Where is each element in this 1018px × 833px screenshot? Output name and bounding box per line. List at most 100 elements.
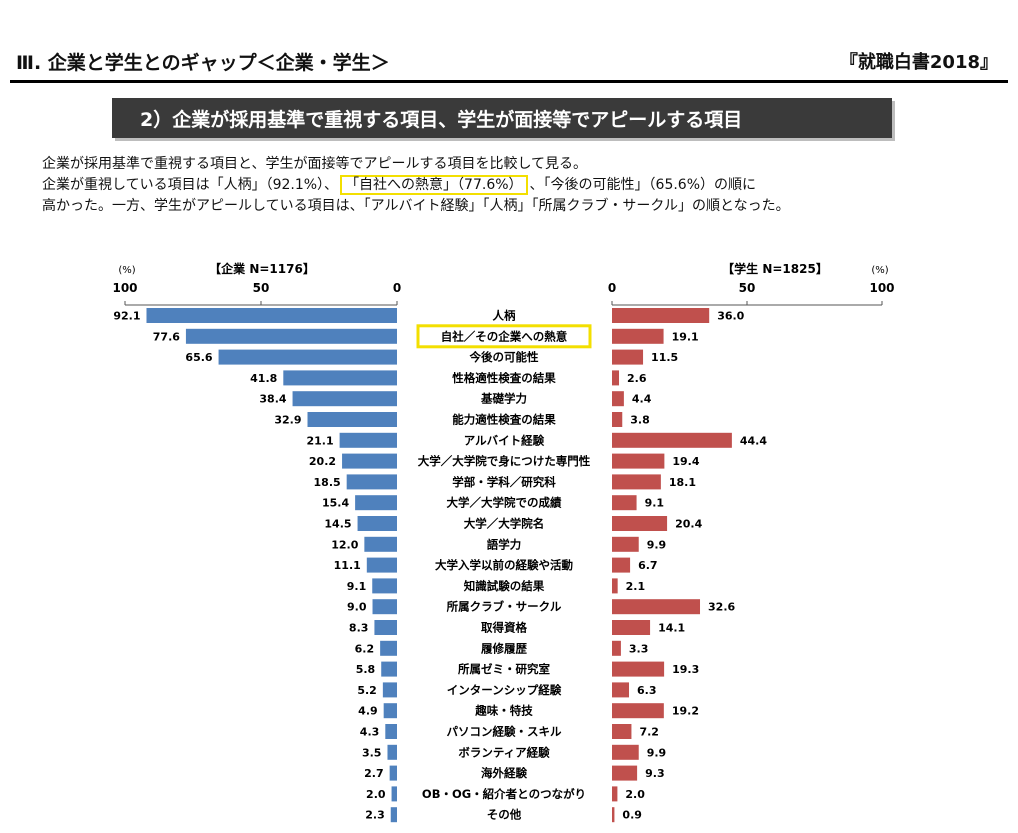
company-value-label: 4.9 <box>358 705 378 718</box>
student-value-label: 6.3 <box>637 684 657 697</box>
category-label: 所属ゼミ・研究室 <box>458 662 550 676</box>
company-value-label: 5.2 <box>357 684 377 697</box>
company-value-label: 12.0 <box>331 538 358 551</box>
category-label: 取得資格 <box>481 621 527 635</box>
section-title: Ⅲ. 企業と学生とのギャップ＜企業・学生＞ <box>16 52 390 74</box>
student-value-label: 0.9 <box>622 809 642 822</box>
student-bar <box>612 370 620 386</box>
company-value-label: 9.0 <box>347 601 367 614</box>
company-bar <box>374 620 397 635</box>
student-value-label: 20.4 <box>675 518 702 531</box>
student-bar <box>612 557 631 573</box>
student-bar <box>612 640 621 656</box>
student-bar <box>612 453 665 469</box>
company-value-label: 11.1 <box>334 559 361 572</box>
student-value-label: 6.7 <box>638 559 658 572</box>
student-value-label: 9.9 <box>647 746 667 759</box>
company-bar <box>391 786 397 802</box>
company-bar <box>382 682 397 698</box>
company-value-label: 21.1 <box>306 434 333 447</box>
company-value-label: 41.8 <box>250 372 277 385</box>
student-bar <box>612 682 630 698</box>
company-value-label: 8.3 <box>349 622 369 635</box>
category-label: 大学入学以前の経験や活動 <box>435 558 573 572</box>
company-bar <box>385 724 397 739</box>
company-value-label: 2.3 <box>365 809 385 822</box>
student-bar <box>612 724 632 739</box>
right-unit-label: (%) <box>871 265 888 276</box>
category-label: 語学力 <box>487 537 522 551</box>
student-bar <box>612 349 644 365</box>
company-value-label: 5.8 <box>356 663 376 676</box>
company-bar <box>218 349 397 365</box>
company-value-label: 3.5 <box>362 746 382 759</box>
company-bar <box>366 557 397 573</box>
right-tick-label: 50 <box>739 281 756 295</box>
company-value-label: 4.3 <box>360 726 380 739</box>
student-bar <box>612 328 664 344</box>
student-value-label: 14.1 <box>658 622 685 635</box>
student-value-label: 9.9 <box>647 538 667 551</box>
student-bar <box>612 495 637 511</box>
company-value-label: 92.1 <box>113 310 140 323</box>
intro-text: 企業が採用基準で重視する項目と、学生が面接等でアピールする項目を比較して見る。 … <box>42 154 992 217</box>
student-value-label: 19.4 <box>672 455 699 468</box>
category-label: ボランティア経験 <box>458 745 550 759</box>
company-value-label: 20.2 <box>309 455 336 468</box>
student-bar <box>612 807 615 823</box>
category-label: 履修履歴 <box>480 641 527 655</box>
left-tick-label: 50 <box>253 281 270 295</box>
company-value-label: 2.0 <box>366 788 386 801</box>
category-label: 知識試験の結果 <box>463 579 545 593</box>
category-label: アルバイト経験 <box>464 433 545 447</box>
company-bar <box>389 765 397 781</box>
company-bar <box>346 474 397 490</box>
company-bar <box>364 536 397 552</box>
company-value-label: 9.1 <box>347 580 367 593</box>
company-value-label: 77.6 <box>153 330 180 343</box>
category-label: 能力適性検査の結果 <box>452 413 556 427</box>
student-bar <box>612 703 664 719</box>
category-label: 大学／大学院で身につけた専門性 <box>418 454 591 468</box>
company-bar <box>292 391 397 407</box>
company-bar <box>355 495 397 511</box>
student-value-label: 44.4 <box>740 434 767 447</box>
company-value-label: 15.4 <box>322 497 349 510</box>
category-label: 海外経験 <box>481 766 527 780</box>
left-tick-label: 100 <box>112 281 137 295</box>
student-bar <box>612 786 618 802</box>
category-label: 大学／大学院名 <box>464 517 545 531</box>
category-label: 所属クラブ・サークル <box>447 600 562 614</box>
company-value-label: 2.7 <box>364 767 384 780</box>
intro-line-2-after: 、「今後の可能性」（65.6%）の順に <box>529 177 757 193</box>
student-value-label: 18.1 <box>669 476 696 489</box>
student-value-label: 3.3 <box>629 642 649 655</box>
right-tick-label: 100 <box>869 281 894 295</box>
category-highlight-box <box>416 324 592 349</box>
company-value-label: 6.2 <box>355 642 375 655</box>
right-tick-label: 0 <box>608 281 616 295</box>
category-label: パソコン経験・スキル <box>447 725 562 739</box>
company-bar <box>342 453 397 469</box>
source-label: 『就職白書2018』 <box>839 52 998 73</box>
student-value-label: 7.2 <box>639 726 659 739</box>
company-bar <box>307 412 397 427</box>
student-bar <box>612 474 661 490</box>
student-value-label: 11.5 <box>651 351 678 364</box>
category-label: 学部・学科／研究科 <box>452 475 556 489</box>
right-panel-label: 【学生 N=1825】 <box>722 261 828 276</box>
category-label: 人柄 <box>493 309 516 323</box>
left-tick-label: 0 <box>393 281 401 295</box>
intro-line-2: 企業が重視している項目は「人柄」（92.1%）、 「自社への熱意」（77.6%）、… <box>42 175 992 196</box>
company-bar <box>283 370 397 386</box>
company-bar <box>381 661 397 677</box>
student-value-label: 3.8 <box>630 414 650 427</box>
student-bar <box>612 536 639 552</box>
category-label: 自社／その企業への熱意 <box>441 329 568 343</box>
student-bar <box>612 765 638 781</box>
student-value-label: 19.3 <box>672 663 699 676</box>
intro-line-1: 企業が採用基準で重視する項目と、学生が面接等でアピールする項目を比較して見る。 <box>42 156 588 172</box>
company-bar <box>372 578 397 594</box>
student-bar <box>612 744 639 760</box>
student-bar <box>612 661 665 677</box>
